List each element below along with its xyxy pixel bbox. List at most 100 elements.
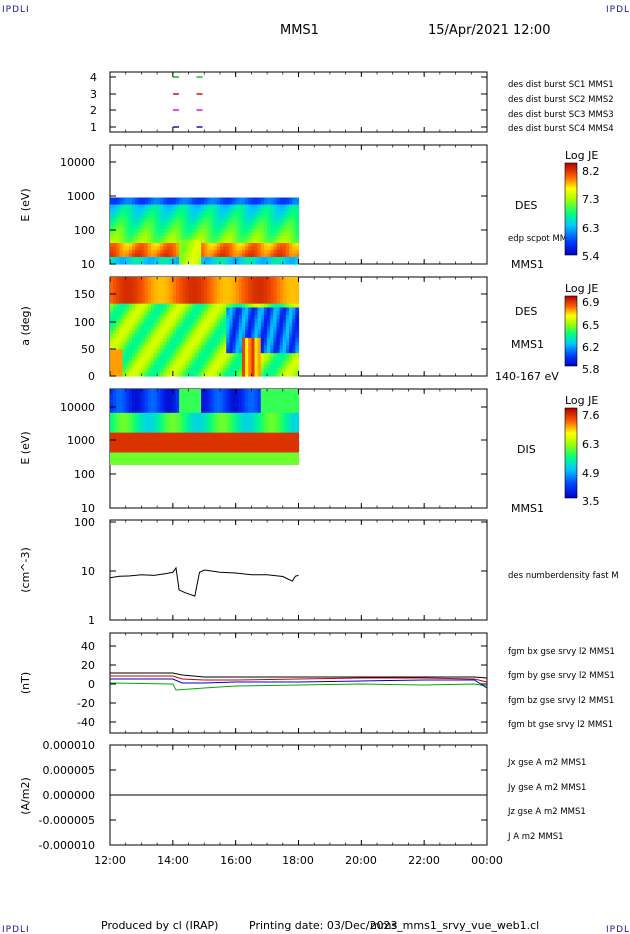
spectrogram-cell (175, 396, 180, 402)
spectrogram-cell (241, 208, 246, 213)
spectrogram-cell (267, 218, 271, 223)
spectrogram-cell (157, 360, 161, 366)
spectrogram-cell (245, 296, 249, 301)
spectrogram-cell (216, 436, 221, 442)
spectrogram-cell (276, 250, 281, 255)
spectrogram-cell (251, 225, 256, 230)
spectrogram-cell (119, 389, 124, 394)
spectrogram-cell (267, 222, 271, 227)
spectrogram-cell (241, 243, 246, 248)
spectrogram-cell (150, 424, 155, 430)
spectrogram-cell (147, 428, 152, 434)
spectrogram-cell (113, 277, 117, 282)
spectrogram-cell (166, 349, 171, 354)
spectrogram-cell (213, 420, 218, 426)
spectrogram-cell (175, 412, 180, 418)
spectrogram-cell (279, 307, 284, 312)
spectrogram-cell (213, 257, 218, 262)
spectrogram-cell (179, 349, 183, 354)
spectrogram-cell (147, 396, 152, 402)
spectrogram-cell (267, 392, 271, 398)
spectrogram-cell (248, 360, 252, 366)
spectrogram-cell (285, 208, 290, 213)
spectrogram-cell (216, 303, 221, 309)
spectrogram-cell (226, 250, 230, 255)
spectrogram-cell (110, 364, 114, 369)
spectrogram-cell (223, 215, 227, 220)
spectrogram-cell (285, 337, 290, 343)
spectrogram-cell (119, 337, 124, 343)
spectrogram-cell (219, 392, 224, 398)
spectrogram-cell (172, 416, 177, 422)
spectrogram-cell (122, 460, 127, 465)
spectrogram-cell (251, 322, 256, 328)
spectrogram-cell (138, 246, 143, 251)
spectrogram-cell (191, 277, 196, 282)
spectrogram-cell (226, 452, 230, 458)
spectrogram-cell (238, 250, 243, 255)
spectrogram-cell (229, 334, 234, 339)
spectrogram-cell (172, 456, 177, 461)
spectrogram-cell (207, 296, 212, 301)
spectrogram-cell (254, 229, 259, 234)
spectrogram-cell (175, 408, 180, 414)
spectrogram-cell (210, 243, 215, 248)
spectrogram-cell (295, 322, 300, 328)
spectrogram-cell (179, 436, 183, 442)
spectrogram-cell (194, 284, 199, 290)
spectrogram-cell (263, 400, 268, 406)
spectrogram-cell (285, 334, 290, 339)
spectrogram-cell (125, 448, 130, 454)
spectrogram-cell (241, 412, 246, 418)
spectrogram-cell (235, 322, 240, 328)
spectrogram-cell (285, 280, 290, 286)
spectrogram-cell (138, 326, 143, 331)
spectrogram-cell (144, 404, 149, 410)
spectrogram-cell (279, 318, 284, 324)
spectrogram-cell (150, 284, 155, 290)
spectrogram-cell (273, 360, 278, 366)
spectrogram-cell (131, 400, 136, 406)
spectrogram-cell (270, 349, 274, 354)
spectrogram-cell (254, 218, 259, 223)
spectrogram-cell (216, 364, 221, 369)
spectrogram-cell (229, 436, 234, 442)
spectrogram-cell (113, 218, 117, 223)
spectrogram-cell (229, 456, 234, 461)
spectrogram-cell (207, 349, 212, 354)
spectrogram-cell (285, 440, 290, 446)
spectrogram-cell (179, 408, 183, 414)
spectrogram-cell (119, 396, 124, 402)
spectrogram-cell (188, 389, 193, 394)
spectrogram-cell (232, 341, 237, 347)
spectrogram-cell (282, 280, 287, 286)
spectrogram-cell (285, 420, 290, 426)
spectrogram-cell (263, 396, 268, 402)
colorbar3-tick: 6.9 (582, 296, 600, 309)
spectrogram-cell (138, 243, 143, 248)
spectrogram-cell (119, 201, 124, 206)
spectrogram-cell (110, 318, 114, 324)
spectrogram-cell (216, 408, 221, 414)
spectrogram-cell (267, 448, 271, 454)
spectrogram-cell (182, 444, 186, 450)
panel2-side-label: DES (515, 199, 537, 212)
spectrogram-cell (235, 416, 240, 422)
legend-sc1: des dist burst SC1 MMS1 (508, 80, 614, 90)
spectrogram-cell (216, 440, 221, 446)
spectrogram-cell (204, 444, 208, 450)
spectrogram-cell (194, 218, 199, 223)
spectrogram-cell (235, 400, 240, 406)
spectrogram-cell (188, 408, 193, 414)
spectrogram-cell (295, 432, 300, 438)
spectrogram-cell (263, 204, 268, 209)
spectrogram-cell (157, 197, 161, 202)
spectrogram-cell (238, 211, 243, 216)
spectrogram-cell (235, 330, 240, 335)
spectrogram-cell (207, 299, 212, 305)
spectrogram-cell (182, 349, 186, 354)
spectrogram-cell (135, 277, 139, 282)
spectrogram-cell (113, 416, 117, 422)
spectrogram-cell (125, 215, 130, 220)
spectrogram-cell (273, 372, 278, 377)
